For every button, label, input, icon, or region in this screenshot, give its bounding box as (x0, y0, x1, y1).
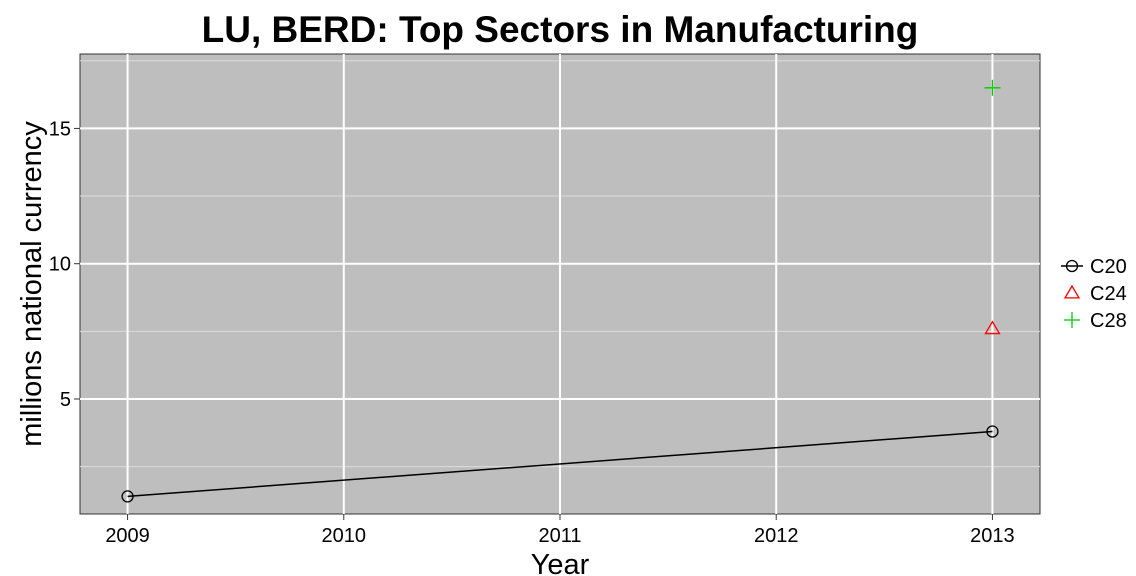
legend-label-c20: C20 (1090, 256, 1127, 278)
y-axis-title: millions national currency (16, 121, 48, 447)
series-lines (127, 430, 993, 498)
legend-key-c28 (1064, 312, 1080, 328)
y-tick-label: 15 (49, 118, 71, 140)
data-point-c28 (984, 79, 1001, 96)
legend-item-c20: C20 (1061, 256, 1127, 278)
y-tick-label: 10 (49, 254, 71, 276)
legend-label-c24: C24 (1090, 283, 1127, 305)
legend-label-c28: C28 (1090, 310, 1127, 332)
y-axis-ticks: 5 10 15 (49, 118, 80, 411)
x-tick-label: 2010 (322, 525, 367, 547)
data-points (121, 79, 1001, 503)
legend-key-c24 (1063, 284, 1081, 299)
legend: C20 C24 C28 (1061, 256, 1127, 332)
series-line-c20 (127, 430, 993, 498)
x-tick-label: 2013 (970, 525, 1015, 547)
x-tick-label: 2009 (105, 525, 150, 547)
y-tick-label: 5 (60, 389, 71, 411)
data-point-c20 (121, 490, 134, 503)
x-axis-ticks: 2009 2010 2011 2012 2013 (105, 514, 1015, 547)
chart-title: LU, BERD: Top Sectors in Manufacturing (202, 9, 919, 50)
legend-item-c28: C28 (1064, 310, 1127, 332)
legend-item-c24: C24 (1063, 283, 1127, 305)
x-axis-title: Year (531, 549, 590, 576)
data-point-c24 (984, 320, 1001, 335)
data-point-c20 (986, 425, 999, 438)
x-tick-label: 2012 (754, 525, 799, 547)
legend-key-c20 (1065, 259, 1079, 273)
grid-lines (80, 54, 1040, 514)
x-tick-label: 2011 (538, 525, 581, 547)
